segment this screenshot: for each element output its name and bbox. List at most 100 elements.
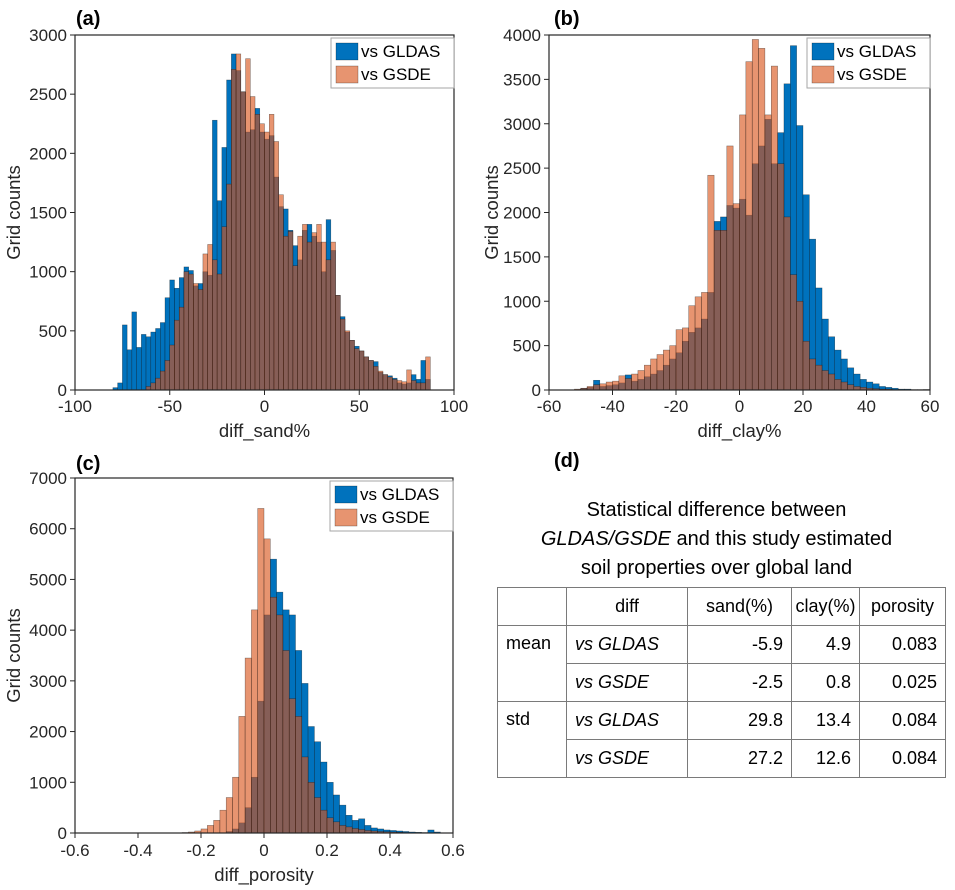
- cell-std-gsde-sand: 27.2: [687, 739, 792, 778]
- y-tick-label: 500: [513, 337, 541, 356]
- histogram-bar: [333, 821, 340, 834]
- histogram-bar: [254, 114, 261, 391]
- x-tick-label: 0: [260, 397, 269, 416]
- legend-swatch-vs-gldas: [334, 485, 358, 504]
- histogram-bar: [694, 296, 702, 391]
- histogram-bar: [250, 96, 256, 391]
- histogram-bar: [420, 382, 426, 391]
- histogram-bar: [624, 378, 632, 391]
- panel-c-histogram-diff-porosity: -0.6 -0.4 -0.2 0 0.2 0.4 0.6 0 1000 2000 3000 4000 5…: [0, 445, 477, 890]
- cell-mean-gsde-clay: 0.8: [791, 663, 860, 702]
- legend-swatch-vs-gldas: [335, 42, 359, 61]
- histogram-bar: [232, 776, 240, 834]
- histogram-bar: [392, 379, 398, 391]
- histogram-bar: [282, 650, 290, 834]
- histogram-bar: [840, 381, 848, 391]
- panel-b-histogram-diff-clay: -60 -40 -20 0 20 40 60 0 500 1000 1500 2000 2500 3000…: [478, 0, 955, 445]
- histogram-bar: [758, 48, 766, 391]
- x-tick-label: 0: [259, 841, 268, 860]
- y-tick-label: 4000: [29, 621, 67, 640]
- y-axis-label: Grid counts: [3, 165, 24, 260]
- histogram-bar: [316, 224, 322, 391]
- x-tick-label: 60: [921, 397, 940, 416]
- histogram-bar: [164, 360, 170, 391]
- x-tick-label: 0.2: [315, 841, 339, 860]
- histogram-bar: [605, 381, 613, 391]
- histogram-bar: [259, 123, 265, 391]
- histogram-bar: [240, 91, 246, 391]
- cell-mean-gldas-sand: -5.9: [687, 625, 792, 664]
- y-tick-label: 0: [58, 824, 67, 843]
- histogram-bar: [276, 614, 284, 834]
- histogram-bar: [314, 797, 321, 834]
- y-tick-label: 4000: [503, 26, 541, 45]
- histogram-bar: [292, 265, 298, 391]
- legend: vs GLDAS vs GSDE: [329, 480, 454, 532]
- histogram-bar: [415, 382, 422, 391]
- series-vs-gsde: [574, 39, 931, 391]
- histogram-bar: [821, 370, 829, 391]
- histogram-plot-diff_clay%: -60 -40 -20 0 20 40 60 0 500 1000 1500 2000 2500 3000…: [481, 8, 940, 442]
- histogram-bar: [777, 163, 785, 391]
- histogram-bar: [221, 226, 227, 391]
- y-tick-label: 3000: [29, 26, 67, 45]
- x-tick-label: 0.6: [441, 841, 465, 860]
- histogram-bar: [238, 716, 246, 834]
- table-header-row: diff sand(%) clay(%) porosity: [497, 587, 946, 626]
- histogram-bar: [131, 311, 137, 391]
- header-empty: [497, 587, 567, 626]
- cell-std-gsde-diff: vs GSDE: [566, 739, 688, 778]
- histogram-bar: [263, 538, 271, 834]
- y-tick-label: 1500: [29, 204, 67, 223]
- x-axis-label: diff_sand%: [219, 420, 310, 442]
- histogram-bar: [411, 380, 417, 391]
- x-tick-label: -0.6: [60, 841, 89, 860]
- cell-mean-gsde-porosity: 0.025: [859, 663, 946, 702]
- histogram-bar: [406, 369, 412, 391]
- legend-label-vs-gldas: vs GLDAS: [837, 42, 916, 61]
- histogram-bar: [244, 657, 252, 834]
- histogram-bar: [321, 241, 327, 391]
- panel-letter: (a): [76, 8, 100, 30]
- histogram-bar: [150, 382, 156, 391]
- y-tick-label: 5000: [29, 570, 67, 589]
- histogram-bar: [599, 383, 607, 391]
- histogram-bar: [650, 358, 658, 391]
- histogram-bar: [216, 273, 223, 391]
- histogram-bar: [688, 305, 696, 391]
- header-clay-pct: clay(%): [791, 587, 860, 626]
- histogram-bar: [160, 370, 166, 391]
- legend-swatch-vs-gsde: [335, 65, 359, 84]
- histogram-bar: [122, 324, 128, 391]
- x-tick-label: -0.4: [123, 841, 152, 860]
- x-tick-label: -50: [157, 397, 182, 416]
- histogram-bar: [207, 825, 214, 834]
- histogram-bar: [382, 374, 388, 391]
- legend-swatch-vs-gsde: [811, 65, 835, 84]
- histogram-bar: [178, 306, 185, 391]
- y-tick-label: 2500: [29, 85, 67, 104]
- histogram-bar: [273, 141, 279, 391]
- histogram-bar: [593, 384, 601, 391]
- histogram-bar: [631, 373, 639, 391]
- histogram-bar: [335, 295, 341, 391]
- histogram-bar: [363, 356, 369, 391]
- y-tick-label: 3000: [29, 672, 67, 691]
- histogram-bar: [213, 820, 221, 834]
- y-tick-label: 0: [58, 381, 67, 400]
- y-tick-label: 500: [39, 322, 67, 341]
- histogram-bar: [745, 61, 753, 391]
- legend-swatch-vs-gsde: [334, 508, 358, 527]
- table-title-line3: soil properties over global land: [580, 557, 853, 579]
- histogram-bar: [117, 382, 123, 391]
- histogram-bar: [612, 380, 620, 391]
- histogram-plot-diff_porosity: -0.6 -0.4 -0.2 0 0.2 0.4 0.6 0 1000 2000 3000 4000 5…: [3, 453, 465, 886]
- cell-mean-gsde-diff: vs GSDE: [566, 663, 688, 702]
- histogram-plot-diff_sand%: -100 -50 0 50 100050010001500200025003000dif…: [3, 8, 468, 442]
- histogram-bar: [225, 797, 233, 834]
- legend-label-vs-gldas: vs GLDAS: [361, 42, 440, 61]
- legend-label-vs-gldas: vs GLDAS: [360, 485, 439, 504]
- histogram-bar: [326, 817, 334, 834]
- cell-std-gldas-porosity: 0.084: [859, 701, 946, 740]
